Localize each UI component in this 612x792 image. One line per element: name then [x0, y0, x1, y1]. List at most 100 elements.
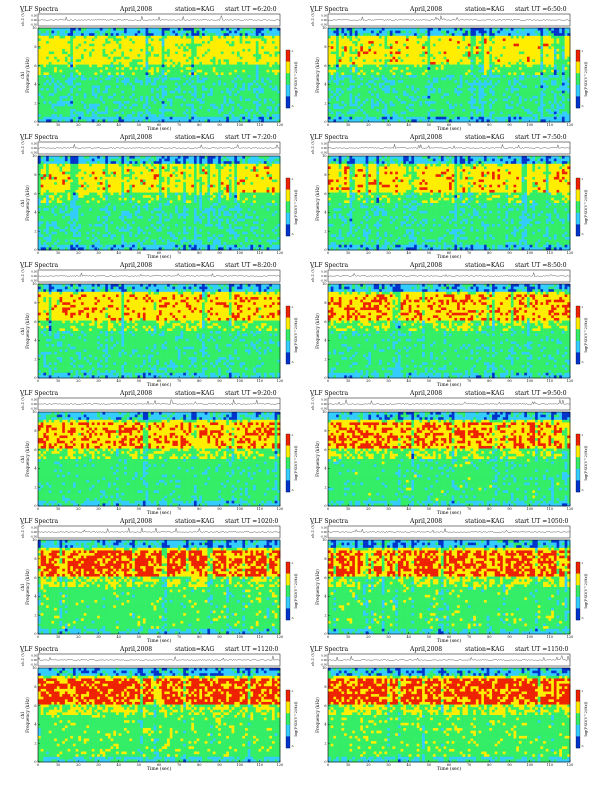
heatmap-cell	[269, 28, 273, 31]
heatmap-cell	[94, 67, 98, 71]
heatmap-cell	[486, 64, 490, 68]
heatmap-cell	[199, 38, 203, 42]
heatmap-cell	[274, 72, 278, 76]
heatmap-cell	[51, 61, 55, 65]
heatmap-cell	[115, 59, 119, 63]
heatmap-cell	[215, 30, 219, 34]
heatmap-cell	[188, 111, 192, 115]
heatmap-cell	[86, 119, 90, 123]
heatmap-cell	[48, 35, 52, 39]
heatmap-cell	[145, 64, 149, 68]
heatmap-cell	[271, 38, 275, 42]
heatmap-cell	[486, 48, 490, 52]
heatmap-cell	[529, 59, 533, 63]
heatmap-cell	[529, 51, 533, 55]
heatmap-cell	[438, 33, 442, 37]
heatmap-cell	[250, 67, 254, 71]
heatmap-cell	[524, 56, 528, 60]
heatmap-cell	[129, 43, 133, 47]
heatmap-cell	[188, 119, 192, 123]
heatmap-cell	[91, 41, 95, 44]
heatmap-cell	[94, 98, 98, 102]
heatmap-cell	[352, 59, 356, 63]
heatmap-cell	[223, 28, 227, 31]
heatmap-cell	[564, 54, 568, 58]
heatmap-cell	[543, 46, 547, 50]
heatmap-cell	[526, 61, 530, 65]
heatmap-cell	[346, 61, 350, 65]
heatmap-cell	[338, 61, 342, 65]
heatmap-cell	[516, 35, 520, 39]
heatmap-cell	[51, 93, 55, 97]
heatmap-cell	[54, 98, 58, 102]
heatmap-cell	[392, 35, 396, 39]
heatmap-cell	[564, 43, 568, 47]
heatmap-cell	[153, 41, 157, 44]
heatmap-cell	[236, 75, 240, 78]
heatmap-cell	[247, 35, 251, 39]
heatmap-cell	[228, 114, 232, 118]
heatmap-cell	[411, 46, 415, 50]
heatmap-cell	[502, 69, 506, 73]
heatmap-cell	[516, 33, 520, 37]
heatmap-cell	[446, 75, 450, 78]
heatmap-cell	[223, 61, 227, 65]
heatmap-cell	[234, 67, 238, 71]
heatmap-cell	[199, 85, 203, 89]
heatmap-cell	[188, 41, 192, 44]
heatmap-cell	[502, 59, 506, 63]
heatmap-cell	[156, 46, 160, 50]
heatmap-cell	[470, 51, 474, 55]
heatmap-cell	[277, 30, 281, 34]
heatmap-cell	[89, 33, 93, 37]
heatmap-cell	[226, 77, 230, 81]
heatmap-cell	[365, 33, 369, 37]
heatmap-cell	[83, 38, 87, 42]
heatmap-cell	[75, 82, 79, 86]
heatmap-cell	[344, 54, 348, 58]
heatmap-cell	[346, 43, 350, 47]
heatmap-cell	[97, 56, 101, 60]
heatmap-cell	[247, 41, 251, 44]
heatmap-cell	[231, 77, 235, 81]
heatmap-cell	[169, 82, 173, 86]
heatmap-cell	[64, 119, 68, 123]
heatmap-cell	[492, 67, 496, 71]
heatmap-cell	[202, 119, 206, 123]
heatmap-cell	[129, 88, 133, 91]
heatmap-cell	[199, 75, 203, 78]
colorbar-tick-label: -1	[291, 49, 294, 53]
heatmap-cell	[239, 106, 243, 110]
heatmap-cell	[196, 93, 200, 97]
heatmap-cell	[40, 106, 44, 110]
heatmap-cell	[83, 106, 87, 110]
heatmap-cell	[234, 48, 238, 52]
heatmap-cell	[397, 46, 401, 50]
heatmap-cell	[102, 103, 106, 107]
heatmap-cell	[400, 64, 404, 68]
heatmap-cell	[75, 64, 79, 68]
heatmap-cell	[508, 35, 512, 39]
heatmap-cell	[371, 35, 375, 39]
heatmap-cell	[215, 93, 219, 97]
heatmap-cell	[172, 103, 176, 107]
heatmap-cell	[183, 95, 187, 99]
heatmap-cell	[94, 82, 98, 86]
heatmap-cell	[40, 88, 44, 91]
heatmap-cell	[266, 75, 270, 78]
heatmap-cell	[191, 30, 195, 34]
heatmap-cell	[346, 28, 350, 31]
heatmap-cell	[183, 56, 187, 60]
heatmap-cell	[274, 114, 278, 118]
heatmap-cell	[150, 80, 154, 84]
heatmap-cell	[48, 51, 52, 55]
heatmap-cell	[234, 80, 238, 84]
heatmap-cell	[518, 46, 522, 50]
heatmap-cell	[199, 43, 203, 47]
heatmap-cell	[258, 35, 262, 39]
heatmap-cell	[277, 108, 281, 112]
heatmap-cell	[118, 59, 122, 63]
heatmap-cell	[371, 69, 375, 73]
heatmap-cell	[83, 61, 87, 65]
heatmap-cell	[500, 54, 504, 58]
